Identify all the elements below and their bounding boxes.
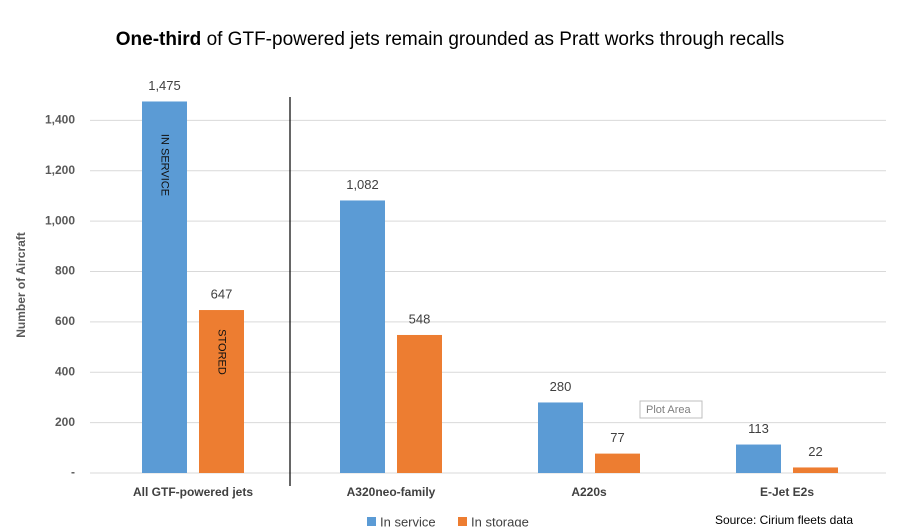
y-axis-label: Number of Aircraft (14, 232, 28, 338)
x-tick-label: All GTF-powered jets (133, 485, 253, 499)
bar (538, 402, 583, 473)
legend-swatch (458, 517, 467, 526)
y-tick-label: 1,200 (45, 163, 75, 177)
y-tick-label: - (71, 465, 75, 479)
y-tick-label: 800 (55, 264, 75, 278)
legend-label: In storage (471, 514, 529, 527)
value-label: 647 (211, 286, 233, 301)
legend-label: In service (380, 514, 436, 527)
x-tick-label: A220s (571, 485, 607, 499)
legend-swatch (367, 517, 376, 526)
value-label: 113 (748, 421, 769, 436)
source: Source: Cirium fleets data (715, 513, 853, 527)
title-emphasis: One-third (116, 29, 202, 50)
y-tick-label: 600 (55, 314, 75, 328)
value-label: 1,475 (148, 78, 181, 93)
value-label: 1,082 (346, 177, 379, 192)
bar-annotation: STORED (216, 329, 228, 375)
value-label: 548 (409, 311, 431, 326)
bar (340, 200, 385, 473)
bar (793, 467, 838, 473)
chart-title: One-third of GTF-powered jets remain gro… (116, 29, 784, 50)
y-tick-label: 400 (55, 364, 75, 378)
bar (595, 453, 640, 473)
bar-annotation: IN SERVICE (159, 134, 171, 196)
y-tick-label: 1,400 (45, 113, 75, 127)
bar (397, 334, 442, 473)
title-rest: of GTF-powered jets remain grounded as P… (207, 29, 785, 50)
tooltip: Plot Area (646, 404, 692, 416)
tooltip-box (639, 400, 703, 419)
y-tick-label: 200 (55, 415, 75, 429)
y-tick-label: 1,000 (45, 213, 75, 227)
x-tick-label: E-Jet E2s (760, 485, 814, 499)
value-label: 77 (610, 430, 624, 445)
value-label: 22 (808, 444, 822, 459)
x-tick-label: A320neo-family (347, 485, 436, 499)
bar (199, 310, 244, 473)
bar (736, 444, 781, 473)
bar (142, 101, 187, 473)
value-label: 280 (550, 379, 572, 394)
